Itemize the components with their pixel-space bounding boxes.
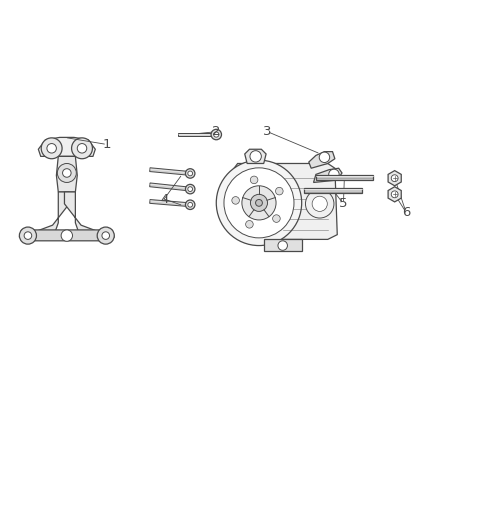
Circle shape — [312, 196, 327, 211]
Circle shape — [329, 169, 339, 180]
Circle shape — [185, 168, 195, 178]
Circle shape — [255, 200, 263, 206]
Circle shape — [185, 200, 195, 209]
Polygon shape — [264, 240, 301, 251]
Text: 3: 3 — [263, 125, 272, 138]
Polygon shape — [316, 175, 373, 180]
Text: 2: 2 — [212, 125, 220, 138]
Polygon shape — [64, 192, 114, 242]
Circle shape — [188, 202, 192, 207]
Polygon shape — [56, 156, 77, 192]
Circle shape — [305, 189, 334, 218]
Circle shape — [391, 191, 398, 198]
Polygon shape — [150, 183, 191, 191]
Circle shape — [77, 143, 87, 153]
Circle shape — [273, 215, 280, 222]
Text: 1: 1 — [103, 138, 111, 151]
Polygon shape — [309, 152, 335, 168]
Circle shape — [250, 176, 258, 184]
Circle shape — [188, 171, 192, 176]
Circle shape — [41, 138, 62, 159]
Circle shape — [47, 143, 56, 153]
Circle shape — [61, 230, 72, 241]
Circle shape — [250, 151, 261, 162]
Text: 4: 4 — [160, 193, 168, 205]
Circle shape — [97, 227, 114, 244]
Polygon shape — [34, 230, 100, 241]
Polygon shape — [313, 168, 342, 182]
Text: 5: 5 — [339, 197, 348, 210]
Polygon shape — [388, 187, 401, 202]
Circle shape — [24, 232, 32, 240]
Circle shape — [391, 175, 398, 182]
Circle shape — [57, 163, 76, 182]
Polygon shape — [388, 170, 401, 186]
Circle shape — [188, 187, 192, 191]
Polygon shape — [230, 163, 337, 240]
Text: 6: 6 — [402, 206, 410, 219]
Circle shape — [276, 187, 283, 195]
Circle shape — [242, 186, 276, 220]
Circle shape — [251, 195, 267, 211]
Circle shape — [246, 221, 253, 228]
Circle shape — [72, 138, 93, 159]
Polygon shape — [19, 192, 69, 242]
Circle shape — [19, 227, 36, 244]
Polygon shape — [245, 150, 266, 163]
Circle shape — [319, 152, 330, 162]
Circle shape — [102, 232, 109, 240]
Polygon shape — [150, 168, 191, 175]
Circle shape — [232, 197, 240, 204]
Polygon shape — [150, 200, 191, 207]
Circle shape — [211, 130, 221, 140]
Polygon shape — [38, 137, 96, 156]
Polygon shape — [179, 133, 216, 136]
Circle shape — [185, 184, 195, 194]
Polygon shape — [304, 188, 362, 193]
Circle shape — [214, 132, 219, 137]
Circle shape — [278, 241, 288, 250]
Circle shape — [62, 168, 71, 177]
Circle shape — [216, 160, 301, 246]
Circle shape — [224, 168, 294, 238]
